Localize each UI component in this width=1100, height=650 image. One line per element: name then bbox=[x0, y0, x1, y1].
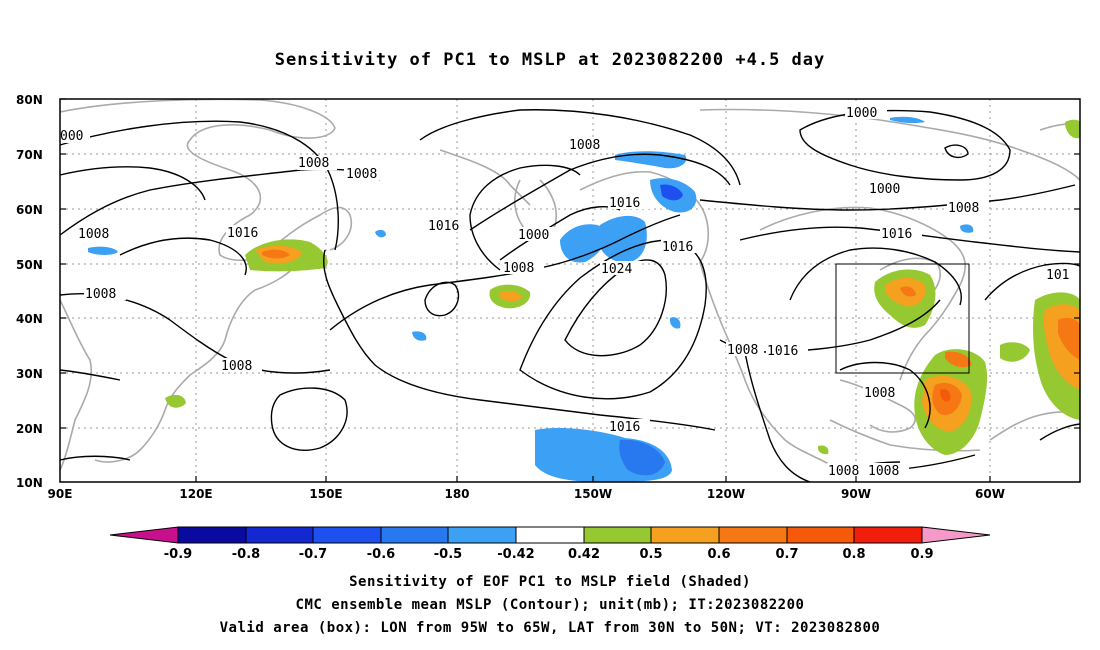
lon-label-90e: 90E bbox=[48, 487, 73, 501]
page-title: Sensitivity of PC1 to MSLP at 2023082200… bbox=[274, 50, 826, 70]
lon-label-60w: 60W bbox=[975, 487, 1005, 501]
colorbar-over-triangle bbox=[921, 526, 991, 544]
mslp-contours bbox=[59, 109, 1081, 483]
footer-caption-shading: Sensitivity of EOF PC1 to MSLP field (Sh… bbox=[349, 574, 751, 590]
contour-label: 1016 bbox=[227, 226, 258, 241]
tick-marks bbox=[60, 98, 1080, 482]
negative-sensitivity-shading bbox=[88, 116, 974, 482]
contour-label: 1008 bbox=[85, 287, 116, 302]
lat-label-30n: 30N bbox=[16, 367, 43, 381]
contour-label: 1008 bbox=[221, 359, 252, 374]
lat-label-80n: 80N bbox=[16, 93, 43, 107]
colorbar-cell bbox=[718, 526, 788, 544]
lat-label-50n: 50N bbox=[16, 258, 43, 272]
colorbar-cell bbox=[583, 526, 652, 544]
contour-label: 1008 bbox=[948, 201, 979, 216]
colorbar-label: -0.42 bbox=[497, 547, 534, 562]
colorbar-cell bbox=[447, 526, 517, 544]
colorbar: -0.9 -0.8 -0.7 -0.6 -0.5 -0.42 0.42 0.5 … bbox=[109, 526, 991, 562]
lon-label-120e: 120E bbox=[179, 487, 212, 501]
colorbar-cell bbox=[786, 526, 855, 544]
contour-label: 1008 bbox=[569, 138, 600, 153]
contour-label: 101 bbox=[1046, 268, 1069, 283]
contour-label: 1016 bbox=[662, 240, 693, 255]
footer-caption-valid-area: Valid area (box): LON from 95W to 65W, L… bbox=[219, 620, 881, 636]
colorbar-cell bbox=[853, 526, 923, 544]
lon-label-90w: 90W bbox=[841, 487, 871, 501]
colorbar-label: 0.5 bbox=[639, 547, 662, 562]
lon-label-180: 180 bbox=[444, 487, 469, 501]
colorbar-label: 0.8 bbox=[842, 547, 865, 562]
contour-label: 1008 bbox=[828, 464, 859, 479]
contour-label: 1024 bbox=[601, 262, 632, 277]
colorbar-label: -0.6 bbox=[367, 547, 395, 562]
lon-label-150e: 150E bbox=[309, 487, 342, 501]
coastlines bbox=[59, 98, 1081, 471]
contour-label: 1008 bbox=[868, 464, 899, 479]
map-frame bbox=[59, 98, 1081, 483]
lat-label-10n: 10N bbox=[16, 476, 43, 490]
contour-labels: 000 1008 1008 1008 1008 1016 1016 1008 1… bbox=[60, 105, 1080, 479]
colorbar-label: -0.9 bbox=[164, 547, 192, 562]
lat-label-20n: 20N bbox=[16, 422, 43, 436]
colorbar-label: 0.42 bbox=[568, 547, 600, 562]
contour-label: 1000 bbox=[869, 182, 900, 197]
colorbar-label: -0.5 bbox=[434, 547, 462, 562]
valid-area-box bbox=[835, 263, 970, 374]
colorbar-cell bbox=[245, 526, 314, 544]
lat-label-60n: 60N bbox=[16, 203, 43, 217]
colorbar-under-triangle bbox=[109, 526, 179, 544]
contour-label: 1016 bbox=[428, 219, 459, 234]
colorbar-label: 0.7 bbox=[775, 547, 798, 562]
contour-label: 000 bbox=[60, 129, 83, 144]
positive-sensitivity-shading bbox=[165, 119, 1080, 455]
lon-label-120w: 120W bbox=[707, 487, 745, 501]
colorbar-cell bbox=[515, 526, 585, 544]
colorbar-label: 0.6 bbox=[707, 547, 730, 562]
lat-label-40n: 40N bbox=[16, 312, 43, 326]
contour-label: 1008 bbox=[298, 156, 329, 171]
colorbar-label: 0.9 bbox=[910, 547, 933, 562]
colorbar-cell bbox=[177, 526, 247, 544]
colorbar-label: -0.8 bbox=[232, 547, 260, 562]
colorbar-label: -0.7 bbox=[299, 547, 327, 562]
lon-label-150w: 150W bbox=[574, 487, 612, 501]
latitude-labels: 80N 70N 60N 50N 40N 30N 20N 10N bbox=[16, 93, 43, 490]
colorbar-cell bbox=[312, 526, 382, 544]
contour-label: 1016 bbox=[767, 344, 798, 359]
contour-label: 1000 bbox=[846, 106, 877, 121]
contour-label: 1016 bbox=[881, 227, 912, 242]
contour-label: 1008 bbox=[503, 261, 534, 276]
lat-label-70n: 70N bbox=[16, 148, 43, 162]
footer-caption-contour: CMC ensemble mean MSLP (Contour); unit(m… bbox=[295, 597, 805, 613]
contour-label: 1000 bbox=[518, 228, 549, 243]
contour-label: 1016 bbox=[609, 420, 640, 435]
contour-label: 1008 bbox=[864, 386, 895, 401]
colorbar-cell bbox=[650, 526, 720, 544]
longitude-labels: 90E 120E 150E 180 150W 120W 90W 60W bbox=[48, 487, 1005, 501]
contour-label: 1008 bbox=[727, 343, 758, 358]
gridlines bbox=[60, 99, 1080, 482]
colorbar-cell bbox=[380, 526, 449, 544]
contour-label: 1008 bbox=[78, 227, 109, 242]
contour-label: 1008 bbox=[346, 167, 377, 182]
contour-label: 1016 bbox=[609, 196, 640, 211]
